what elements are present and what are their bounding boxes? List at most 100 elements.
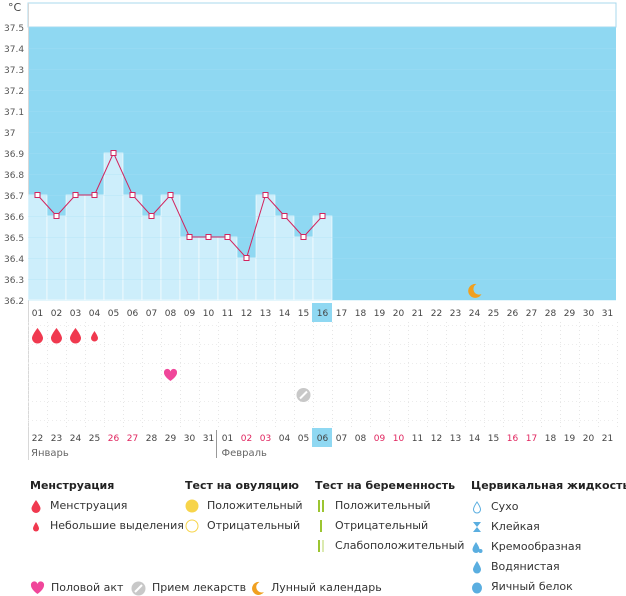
cycle-day-label: 26: [507, 309, 519, 319]
calendar-date-label: 06: [317, 434, 329, 444]
legend-cervical-watery-label: Водянистая: [491, 560, 560, 573]
cycle-day-label: 06: [127, 309, 139, 319]
temperature-bar: [141, 215, 162, 301]
pill-icon: [131, 581, 146, 596]
small-blood-drop-icon: [91, 331, 98, 342]
y-axis-ticks: 37.5 37.4 37.3 37.2 37.1 37 36.9 36.8 36.7 36.6 36…: [4, 24, 24, 307]
calendar-date-label: 31: [203, 434, 214, 444]
cycle-day-label: 23: [450, 309, 461, 319]
legend-ovulation-test: Тест на овуляцию: [185, 478, 299, 494]
cycle-day-label: 01: [32, 309, 43, 319]
legend-spotting-item: Небольшие выделения: [30, 518, 184, 534]
legend-cervical-dry: Сухо: [471, 499, 518, 515]
cycle-day-label: 24: [469, 309, 481, 319]
temperature-point: [224, 234, 231, 240]
watery-drop-icon: [471, 560, 483, 574]
temperature-bar: [312, 215, 333, 301]
calendar-date-label: 07: [336, 434, 347, 444]
calendar-date-label: 20: [583, 434, 595, 444]
y-tick-label: 36.4: [4, 255, 24, 265]
calendar-date-label: 14: [469, 434, 481, 444]
cycle-day-label: 27: [526, 309, 537, 319]
temperature-point: [243, 255, 250, 261]
legend-cervical-sticky-label: Клейкая: [491, 520, 540, 533]
calendar-date-label: 24: [70, 434, 82, 444]
temperature-point: [72, 192, 79, 198]
temperature-bar: [198, 236, 219, 301]
cycle-day-label: 04: [89, 309, 101, 319]
cycle-day-label: 15: [298, 309, 309, 319]
event-icons: [32, 283, 482, 402]
calendar-date-label: 26: [108, 434, 120, 444]
cycle-day-label: 14: [279, 309, 291, 319]
cycle-day-label: 25: [488, 309, 499, 319]
calendar-date-label: 15: [488, 434, 499, 444]
legend-cervical-title: Цервикальная жидкость: [471, 479, 626, 492]
cycle-day-label: 10: [203, 309, 215, 319]
temperature-bar: [236, 257, 257, 301]
calendar-date-label: 23: [51, 434, 62, 444]
cycle-day-ticks: 01 02 03 04 05 06 07 08 09 10 11 12 13 14 15 16 17 18 19 20…: [32, 303, 613, 322]
calendar-date-ticks: 22 23 24 25 26 27 28 29 30 31 01 02 03 04 05 06 07 08 09 10…: [31, 428, 613, 459]
legend-menstruation-label: Менструация: [50, 499, 128, 512]
temperature-line: [34, 150, 326, 261]
bbt-chart: 37.5 37.4 37.3 37.2 37.1 37 36.9 36.8 36.7 36.6 36…: [4, 1, 618, 460]
y-tick-label: 36.2: [4, 297, 24, 307]
moon-icon: [468, 283, 482, 298]
cycle-day-label: 05: [108, 309, 119, 319]
y-axis-unit: °C: [8, 1, 22, 14]
cycle-day-label: 03: [70, 309, 81, 319]
legend-menstruation-title: Менструация: [30, 479, 115, 492]
current-day-highlight: [312, 303, 332, 322]
temperature-bar: [103, 152, 124, 301]
creamy-drop-icon: [471, 540, 483, 554]
legend: Менструация Менструация Небольшие выделе…: [0, 478, 626, 595]
calendar-date-label: 27: [127, 434, 138, 444]
temperature-bar: [293, 236, 314, 301]
y-tick-label: 36.7: [4, 192, 24, 202]
temperature-point: [319, 213, 326, 219]
y-tick-label: 36.6: [4, 213, 24, 223]
calendar-date-label: 18: [545, 434, 557, 444]
month-label-start: Январь: [31, 448, 69, 459]
y-tick-label: 37.5: [4, 24, 24, 34]
temperature-bar: [65, 194, 86, 301]
y-tick-label: 37.1: [4, 108, 24, 118]
cycle-day-label: 18: [355, 309, 367, 319]
calendar-date-label: 09: [374, 434, 386, 444]
legend-cervical-watery: Водянистая: [471, 559, 560, 575]
ovulation-negative-icon: [185, 519, 199, 533]
y-tick-label: 37.2: [4, 87, 24, 97]
legend-cervical-dry-label: Сухо: [491, 500, 519, 513]
calendar-date-label: 25: [89, 434, 100, 444]
blood-drop-icon: [30, 499, 42, 513]
legend-pregnancy-positive: Положительный: [315, 498, 431, 514]
temperature-point: [91, 192, 98, 198]
legend-ovulation-positive: Положительный: [185, 498, 303, 514]
legend-ovulation-negative: Отрицательный: [185, 518, 300, 534]
blood-drop-icon: [32, 328, 43, 344]
cycle-day-label: 17: [336, 309, 347, 319]
calendar-date-label: 10: [393, 434, 405, 444]
y-tick-label: 37.3: [4, 66, 24, 76]
legend-ovulation-test-title: Тест на овуляцию: [185, 479, 299, 492]
moon-icon: [250, 581, 265, 596]
temperature-bar: [274, 215, 295, 301]
legend-pregnancy-positive-label: Положительный: [335, 499, 431, 512]
temperature-bar: [255, 194, 276, 301]
egg-white-drop-icon: [471, 580, 483, 594]
temperature-point: [34, 192, 41, 198]
chart-grid: [28, 27, 618, 428]
temperature-point: [281, 213, 288, 219]
temperature-bar: [46, 215, 67, 301]
legend-cervical-eggwhite-label: Яичный белок: [491, 580, 573, 593]
cycle-day-label: 21: [412, 309, 423, 319]
temperature-bar: [27, 194, 48, 301]
y-tick-label: 36.3: [4, 276, 24, 286]
legend-medication-label: Прием лекарств: [152, 581, 247, 594]
legend-moon-label: Лунный календарь: [271, 581, 382, 594]
temperature-point: [148, 213, 155, 219]
pill-icon-stripe: [299, 390, 308, 400]
legend-pregnancy-faint: Слабоположительный: [315, 538, 464, 554]
calendar-date-label: 13: [450, 434, 461, 444]
